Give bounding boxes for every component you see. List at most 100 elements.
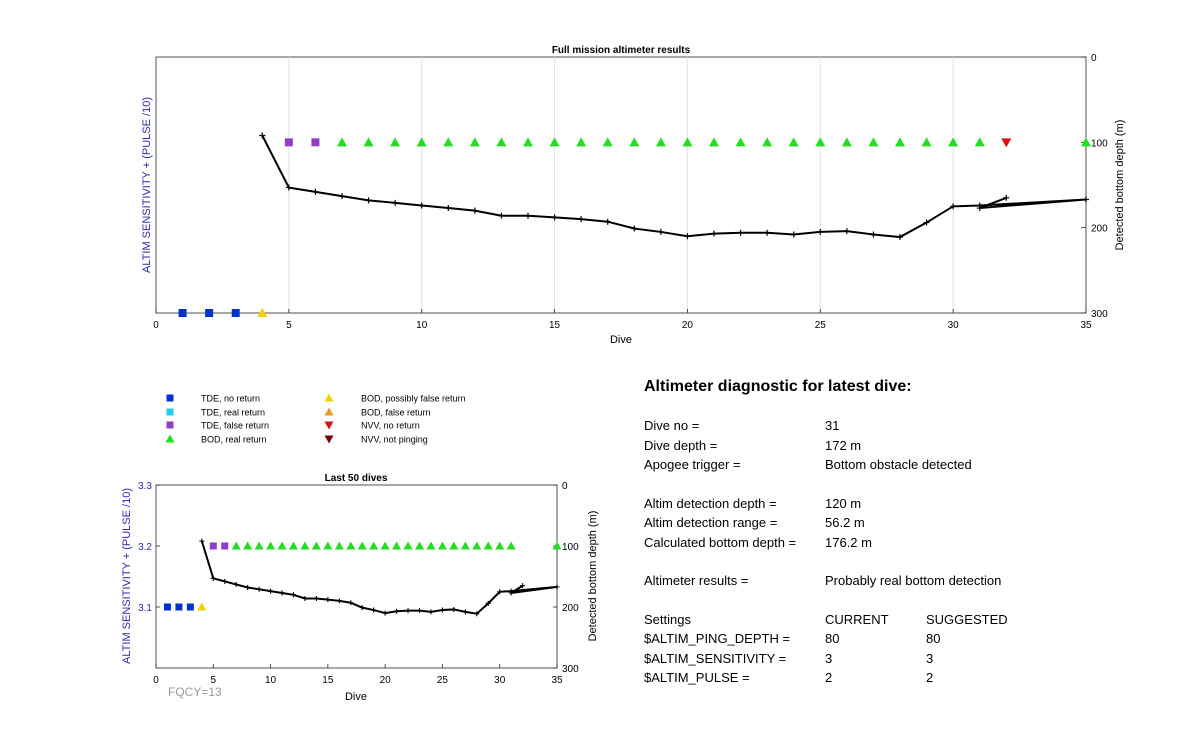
- chart2-marker: [506, 541, 516, 550]
- chart2-marker: [357, 541, 367, 550]
- chart1-marker: [735, 137, 746, 147]
- chart1-x-tick-label: 20: [682, 320, 694, 331]
- chart1-right-tick-label: 200: [1091, 224, 1108, 235]
- legend-marker: [165, 434, 175, 443]
- chart1-depth-point: [737, 229, 744, 236]
- suggested-header: SUGGESTED: [926, 611, 1008, 627]
- chart1-markers: [178, 137, 1091, 317]
- chart1-marker: [815, 137, 826, 147]
- chart2-depth-point: [394, 608, 400, 614]
- legend-marker: [324, 407, 334, 416]
- results-label: Altimeter results =: [644, 573, 749, 588]
- chart1-marker: [549, 137, 560, 147]
- chart1-right-label: Detected bottom depth (m): [1114, 120, 1126, 251]
- chart1-depth-point: [259, 132, 266, 139]
- chart1-depth-point: [764, 229, 771, 236]
- dive-depth-label: Dive depth =: [644, 437, 718, 453]
- chart1-marker: [629, 137, 640, 147]
- chart1-grid: [288, 57, 954, 313]
- chart1-depth-point: [498, 212, 505, 219]
- pulse-current: 2: [825, 670, 833, 685]
- chart1-depth-point: [365, 197, 372, 204]
- chart1-left-label: ALTIM SENSITIVITY + (PULSE /10): [141, 97, 153, 273]
- chart2-marker: [266, 541, 276, 550]
- chart2-x-tick-label: 5: [211, 675, 217, 686]
- chart2-marker: [369, 541, 379, 550]
- chart1-x-tick-label: 10: [416, 320, 428, 331]
- legend-marker: [324, 393, 334, 402]
- chart2-marker: [323, 541, 333, 550]
- chart1-depth-point: [657, 228, 664, 235]
- chart1-x-tick-label: 0: [153, 320, 159, 331]
- chart2-marker: [472, 541, 482, 550]
- chart2-depth-point: [279, 590, 285, 596]
- chart1-depth-point: [870, 231, 877, 238]
- chart2-right-tick-label: 0: [562, 481, 568, 492]
- legend-marker: [166, 421, 174, 429]
- chart1-x-tick-label: 25: [815, 320, 827, 331]
- diagnostic-title: Altimeter diagnostic for latest dive:: [644, 378, 912, 395]
- settings-label: Settings: [644, 611, 691, 627]
- ping-depth-row: $ALTIM_PING_DEPTH = 80 80: [644, 631, 1104, 651]
- chart1-depth-point: [843, 228, 850, 235]
- chart2-depth-point: [313, 595, 319, 601]
- chart1-marker: [363, 137, 374, 147]
- chart2-depth-point: [290, 592, 296, 598]
- chart2-marker: [197, 602, 207, 611]
- legend-label: TDE, no return: [201, 394, 260, 404]
- chart1-depth-point: [1003, 194, 1010, 201]
- dive-no-row: Dive no = 31: [644, 418, 1104, 438]
- chart2-marker: [186, 603, 194, 611]
- full-mission-chart: 0 5 10 15 20 25 30 35 0 100 200 300 Full mission a…: [141, 45, 1126, 346]
- chart1-marker: [1081, 137, 1091, 147]
- chart2-marker: [483, 541, 493, 550]
- legend-marker: [324, 435, 334, 444]
- chart1-depth-point: [817, 228, 824, 235]
- chart1-marker: [974, 137, 985, 147]
- sensitivity-suggested: 3: [926, 650, 934, 666]
- last-50-dives-chart: 0 5 10 15 20 25 30 35 3.1 3.2 3.3 0 100 200 300 Last…: [121, 473, 599, 703]
- chart1-depth-point: [1083, 196, 1089, 203]
- chart2-x-tick-label: 15: [322, 675, 334, 686]
- chart2-depth-point: [222, 578, 228, 584]
- chart1-marker: [469, 137, 480, 147]
- chart2-marker: [426, 541, 436, 550]
- legend-marker: [166, 408, 174, 416]
- chart2-depth-point: [210, 575, 216, 581]
- chart2-depth-point: [497, 589, 503, 595]
- chart1-depth-point: [392, 199, 399, 206]
- calculated-depth-row: Calculated bottom depth = 176.2 m: [644, 535, 1104, 555]
- chart1-x-tick-label: 5: [286, 320, 292, 331]
- chart1-marker: [523, 137, 533, 147]
- legend-label: BOD, false return: [361, 408, 431, 418]
- chart1-depth-point: [684, 233, 691, 240]
- chart2-marker: [277, 541, 287, 550]
- chart2-depth-point: [451, 606, 457, 612]
- chart2-marker: [300, 541, 310, 550]
- chart1-depth-point: [551, 214, 558, 221]
- dive-no-value: 31: [825, 418, 840, 433]
- chart2-x-tick-label: 35: [551, 675, 563, 686]
- chart2-x-label: Dive: [345, 691, 367, 703]
- chart1-marker: [762, 137, 773, 147]
- chart2-depth-point: [405, 608, 411, 614]
- chart2-depth-point: [428, 609, 434, 615]
- chart1-depth-point: [578, 216, 585, 223]
- chart1-depth-point: [604, 218, 611, 225]
- chart1-marker: [443, 137, 454, 147]
- chart2-depth-point: [382, 610, 388, 616]
- chart2-depth-point: [302, 595, 308, 601]
- detection-range-value: 56.2 m: [825, 515, 865, 530]
- dive-depth-value: 172 m: [825, 437, 862, 453]
- chart2-depth-point: [245, 584, 251, 590]
- chart1-marker: [841, 137, 852, 147]
- chart1-right-tick-label: 0: [1091, 53, 1097, 64]
- chart1-marker: [178, 309, 187, 317]
- chart2-depth-point: [348, 600, 354, 606]
- sensitivity-current: 3: [825, 650, 833, 666]
- sensitivity-row: $ALTIM_SENSITIVITY = 3 3: [644, 651, 1104, 671]
- legend-label: NVV, not pinging: [361, 435, 428, 445]
- chart1-marker: [311, 138, 320, 147]
- chart2-marker: [231, 541, 241, 550]
